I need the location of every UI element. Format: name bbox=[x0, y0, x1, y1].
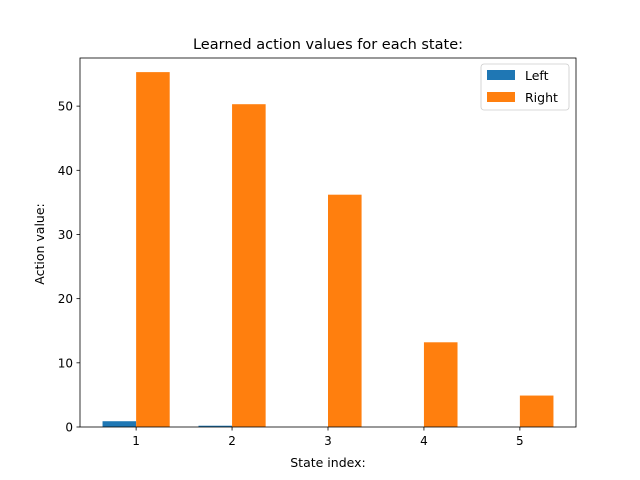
bar-left-2 bbox=[198, 425, 233, 427]
bar-right-4 bbox=[423, 342, 458, 427]
y-tick-label-20: 20 bbox=[58, 292, 73, 306]
chart-title: Learned action values for each state: bbox=[193, 37, 463, 53]
x-axis-label: State index: bbox=[290, 455, 365, 470]
x-tick-label-4: 4 bbox=[420, 434, 428, 448]
y-tick-label-0: 0 bbox=[65, 421, 73, 435]
x-tick-label-5: 5 bbox=[516, 434, 524, 448]
bar-right-2 bbox=[232, 104, 266, 428]
x-tick-label-2: 2 bbox=[228, 434, 236, 448]
bar-left-1 bbox=[102, 421, 137, 427]
legend: Left Right bbox=[480, 63, 570, 111]
legend-label-left: Left bbox=[525, 68, 549, 83]
bar-right-3 bbox=[328, 194, 362, 427]
legend-swatch-left bbox=[487, 70, 515, 80]
y-tick-label-30: 30 bbox=[58, 228, 73, 242]
x-tick-label-3: 3 bbox=[324, 434, 332, 448]
legend-swatch-right bbox=[487, 92, 515, 102]
y-tick-label-10: 10 bbox=[58, 356, 73, 370]
x-tick-label-1: 1 bbox=[132, 434, 140, 448]
y-axis-label: Action value: bbox=[32, 203, 47, 284]
legend-label-right: Right bbox=[525, 90, 558, 105]
y-tick-label-50: 50 bbox=[58, 100, 73, 114]
bar-right-1 bbox=[136, 72, 170, 428]
y-tick-label-40: 40 bbox=[58, 164, 73, 178]
bar-right-5 bbox=[519, 395, 554, 427]
